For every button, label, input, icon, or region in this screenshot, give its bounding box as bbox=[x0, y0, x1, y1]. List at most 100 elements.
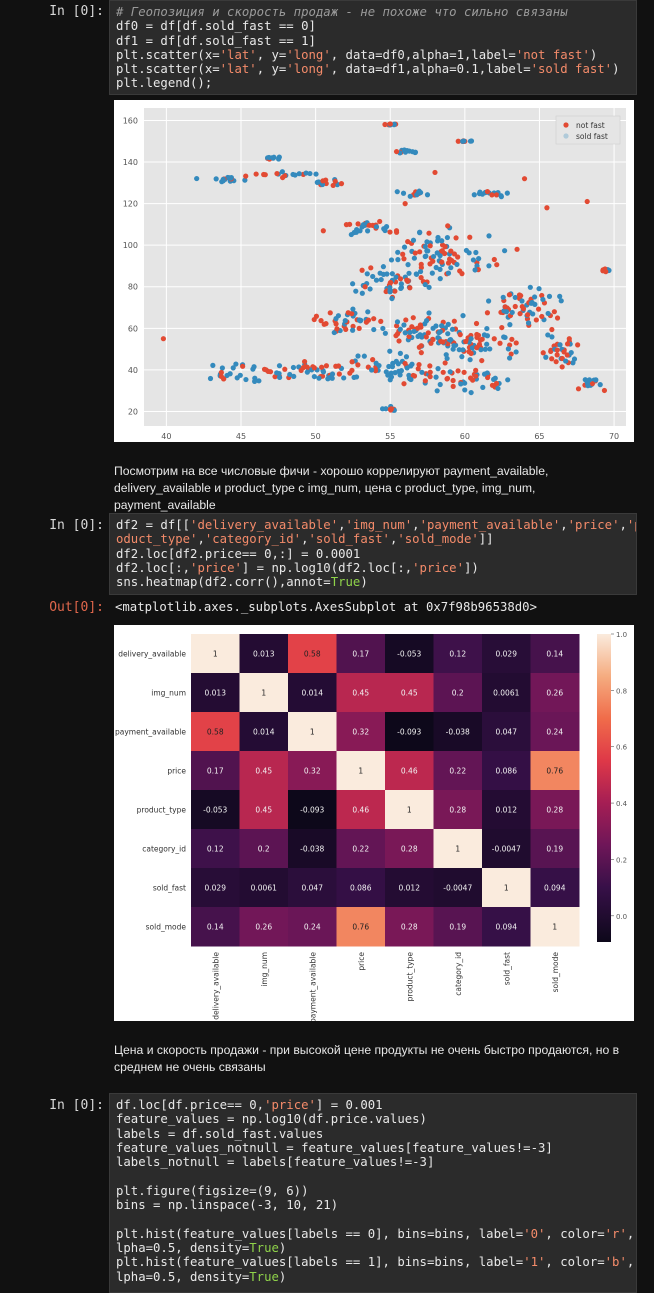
scatter-point bbox=[427, 374, 433, 380]
y-tick-label: 100 bbox=[123, 241, 138, 250]
scatter-point bbox=[410, 237, 417, 243]
scatter-point bbox=[434, 388, 440, 394]
scatter-point bbox=[380, 264, 387, 270]
scatter-point bbox=[439, 259, 445, 265]
scatter-point bbox=[459, 271, 465, 277]
y-tick-label: price bbox=[167, 767, 186, 776]
code-line: df2.loc[df2.price== 0,:] = 0.0001 bbox=[116, 546, 361, 561]
scatter-point bbox=[563, 358, 569, 364]
heatmap-cell bbox=[336, 868, 386, 908]
scatter-point bbox=[532, 294, 538, 300]
scatter-point bbox=[355, 353, 361, 359]
code-cell-heatmap[interactable]: df2 = df[['delivery_available','img_num'… bbox=[109, 513, 637, 595]
scatter-point bbox=[444, 234, 450, 241]
scatter-point bbox=[256, 378, 262, 384]
heatmap-annotation: 1 bbox=[358, 767, 363, 776]
scatter-point bbox=[350, 323, 356, 329]
scatter-point bbox=[355, 362, 361, 368]
scatter-point bbox=[363, 319, 370, 325]
x-tick-label: product_type bbox=[405, 952, 414, 1002]
scatter-point bbox=[226, 175, 232, 181]
scatter-point bbox=[393, 229, 400, 235]
colorbar bbox=[597, 634, 611, 942]
heatmap-annotation: 0.014 bbox=[253, 728, 275, 737]
scatter-point bbox=[343, 222, 350, 228]
scatter-point bbox=[478, 347, 484, 353]
scatter-point bbox=[439, 323, 445, 329]
scatter-point bbox=[455, 254, 461, 260]
scatter-point bbox=[493, 380, 500, 387]
scatter-point bbox=[373, 277, 380, 283]
heatmap-annotation: 1 bbox=[310, 728, 315, 737]
scatter-point bbox=[213, 176, 219, 182]
heatmap-annotation: 1 bbox=[407, 806, 412, 815]
scatter-point bbox=[369, 367, 375, 373]
scatter-point bbox=[586, 377, 593, 383]
scatter-point bbox=[498, 194, 504, 200]
scatter-point bbox=[387, 348, 393, 354]
code-line: lpha=0.5, density=True) bbox=[116, 1240, 287, 1255]
scatter-point bbox=[220, 178, 226, 184]
scatter-point bbox=[418, 350, 424, 356]
scatter-point bbox=[320, 178, 326, 184]
scatter-point bbox=[506, 355, 513, 361]
scatter-point bbox=[298, 367, 304, 374]
heatmap-annotation: 0.17 bbox=[207, 767, 224, 776]
scatter-point bbox=[366, 222, 373, 228]
scatter-point bbox=[388, 257, 395, 263]
scatter-point bbox=[468, 375, 474, 381]
colorbar-tick-label: 0.4 bbox=[616, 800, 628, 808]
scatter-point bbox=[276, 154, 282, 160]
scatter-point bbox=[422, 281, 428, 288]
heatmap-cell bbox=[288, 712, 337, 752]
scatter-point bbox=[484, 310, 491, 316]
scatter-point bbox=[359, 267, 365, 273]
y-tick-label: category_id bbox=[142, 845, 186, 854]
heatmap-annotation: 0.047 bbox=[496, 728, 518, 737]
heatmap-cell bbox=[530, 829, 580, 869]
code-cell-histogram[interactable]: df.loc[df.price== 0,'price'] = 0.001 feat… bbox=[109, 1093, 637, 1293]
scatter-point bbox=[508, 351, 514, 357]
scatter-point bbox=[400, 190, 407, 196]
scatter-plot: 40 45 50 55 60 65 70 20 40 60 80 100 120 140 160 not fa… bbox=[123, 108, 626, 441]
scatter-point bbox=[467, 234, 473, 240]
scatter-point bbox=[484, 189, 491, 195]
scatter-point bbox=[219, 365, 225, 371]
scatter-point bbox=[415, 366, 421, 372]
x-tick-label: sold_mode bbox=[551, 952, 560, 993]
heatmap-cell bbox=[191, 751, 240, 791]
code-line bbox=[116, 1169, 630, 1183]
scatter-point bbox=[432, 169, 438, 176]
heatmap-annotation: -0.093 bbox=[300, 806, 324, 815]
code-cell-scatter[interactable]: # Геопозиция и скорость продаж - не похо… bbox=[109, 0, 637, 95]
scatter-point bbox=[348, 231, 354, 238]
heatmap-annotation: 0.45 bbox=[352, 689, 369, 698]
scatter-point bbox=[243, 376, 249, 383]
scatter-point bbox=[487, 346, 493, 352]
heatmap-annotation: 0.58 bbox=[304, 650, 321, 659]
scatter-point bbox=[418, 275, 424, 281]
scatter-point bbox=[402, 360, 408, 367]
scatter-point bbox=[442, 360, 448, 366]
scatter-point bbox=[349, 359, 355, 365]
scatter-point bbox=[218, 373, 224, 380]
scatter-point bbox=[448, 257, 455, 264]
scatter-point bbox=[336, 371, 342, 377]
scatter-point bbox=[544, 205, 550, 211]
heatmap-cell bbox=[239, 673, 289, 713]
scatter-point bbox=[417, 249, 423, 255]
scatter-point bbox=[549, 334, 555, 340]
scatter-point bbox=[424, 248, 430, 254]
scatter-point bbox=[393, 274, 399, 280]
scatter-point bbox=[240, 363, 246, 369]
x-tick-label: 70 bbox=[609, 432, 619, 441]
scatter-point bbox=[502, 248, 508, 254]
scatter-point bbox=[466, 250, 472, 256]
heatmap-annotation: 0.0061 bbox=[251, 884, 277, 893]
scatter-point bbox=[311, 365, 317, 371]
scatter-point bbox=[418, 261, 424, 267]
scatter-point bbox=[481, 371, 488, 377]
heatmap-cell bbox=[482, 712, 531, 752]
heatmap-cell bbox=[239, 907, 289, 947]
scatter-point bbox=[571, 356, 578, 362]
